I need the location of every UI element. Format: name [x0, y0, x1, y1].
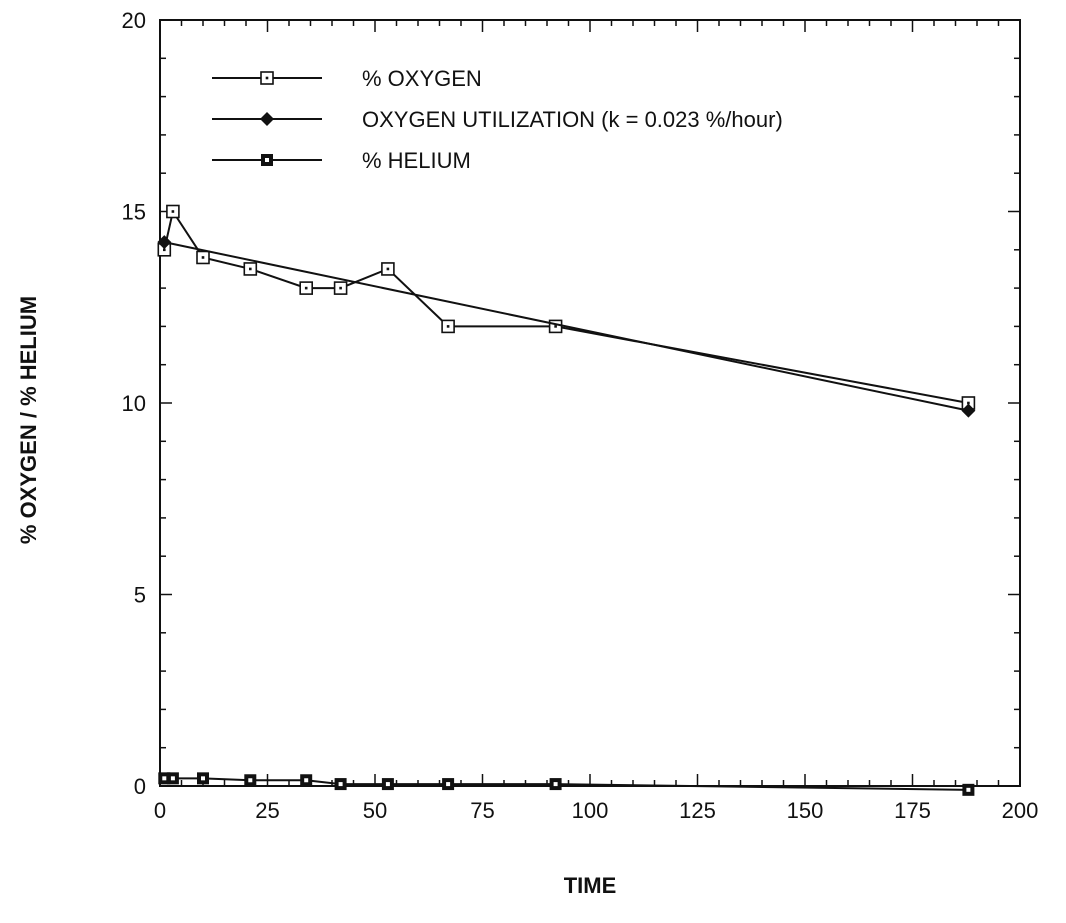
data-point	[442, 778, 455, 791]
x-tick-label: 50	[363, 798, 387, 823]
marker-center-dot	[171, 210, 175, 213]
data-point	[166, 772, 179, 785]
data-point	[381, 262, 395, 276]
plot-frame	[159, 19, 1021, 787]
marker-center-dot	[385, 782, 390, 787]
series-1	[157, 204, 976, 410]
data-point	[961, 403, 976, 418]
legend: % OXYGEN OXYGEN UTILIZATION (k = 0.023 %/…	[212, 66, 783, 173]
series-line	[164, 241, 969, 412]
x-tick-label: 125	[679, 798, 716, 823]
marker-center-dot	[265, 76, 269, 80]
x-tick-label: 0	[154, 798, 166, 823]
data-point	[196, 250, 210, 265]
marker-center-dot	[249, 267, 252, 271]
data-point	[300, 774, 313, 787]
marker-center-dot	[170, 776, 175, 781]
y-tick-label: 15	[122, 200, 146, 225]
axis-tick-labels: 0 25 50 75 100 125 150 175 200 0 5 10 15 20	[122, 8, 1039, 823]
marker-center-dot	[339, 286, 342, 290]
legend-entry: OXYGEN UTILIZATION (k = 0.023 %/hour)	[212, 107, 783, 132]
marker-center-dot	[553, 782, 558, 787]
x-tick-label: 100	[572, 798, 609, 823]
series-line	[163, 208, 969, 404]
series-3	[158, 772, 975, 796]
data-point	[333, 281, 348, 295]
series-2	[157, 235, 976, 418]
marker-center-dot	[201, 256, 205, 259]
data-point	[381, 778, 394, 791]
x-tick-label: 25	[255, 798, 279, 823]
data-point	[166, 204, 180, 219]
marker-center-dot	[386, 267, 390, 271]
legend-entry: % OXYGEN	[212, 66, 482, 91]
marker-center-dot	[162, 776, 167, 781]
x-axis-title: TIME	[564, 873, 617, 898]
data-point	[243, 262, 258, 276]
marker-center-dot	[446, 782, 451, 787]
data-point	[548, 319, 563, 334]
data-point	[334, 778, 347, 791]
axis-ticks	[159, 19, 1021, 787]
marker-center-dot	[304, 778, 309, 783]
x-tick-label: 150	[787, 798, 824, 823]
legend-entry: % HELIUM	[212, 148, 471, 173]
data-point	[197, 772, 209, 785]
y-tick-label: 5	[134, 583, 146, 608]
marker-center-dot	[248, 778, 253, 783]
x-tick-label: 200	[1002, 798, 1039, 823]
y-tick-label: 10	[122, 391, 146, 416]
marker-center-dot	[554, 325, 557, 328]
diamond-marker	[961, 403, 976, 418]
data-point	[157, 235, 172, 250]
data-point	[299, 281, 314, 295]
data-point	[441, 319, 455, 334]
series-layer	[157, 204, 976, 796]
data-point	[244, 774, 257, 787]
marker-center-dot	[163, 248, 166, 252]
x-tick-label: 175	[894, 798, 931, 823]
marker-center-dot	[966, 787, 971, 792]
y-tick-label: 0	[134, 774, 146, 799]
data-point	[962, 783, 975, 796]
diamond-marker	[260, 112, 274, 126]
marker-center-dot	[304, 286, 308, 290]
y-tick-label: 20	[122, 8, 146, 33]
legend-label: % OXYGEN	[362, 66, 482, 91]
marker-center-dot	[265, 158, 269, 162]
series-line	[164, 777, 969, 791]
marker-center-dot	[967, 401, 970, 405]
legend-label: OXYGEN UTILIZATION (k = 0.023 %/hour)	[362, 107, 783, 132]
marker-center-dot	[446, 325, 450, 328]
x-tick-label: 75	[470, 798, 494, 823]
legend-label: % HELIUM	[362, 148, 471, 173]
marker-center-dot	[201, 776, 205, 781]
data-point	[549, 778, 562, 791]
y-axis-title: % OXYGEN / % HELIUM	[16, 296, 41, 544]
diamond-marker	[157, 235, 172, 250]
marker-center-dot	[338, 782, 343, 787]
